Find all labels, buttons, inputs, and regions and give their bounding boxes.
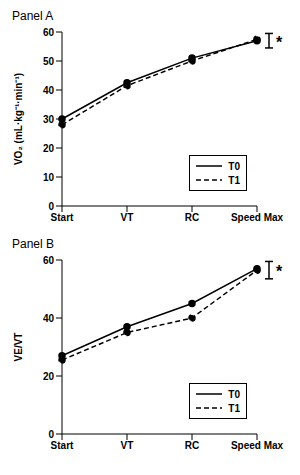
svg-text:60: 60 xyxy=(43,27,55,38)
svg-text:60: 60 xyxy=(43,255,55,266)
svg-text:*: * xyxy=(276,34,283,51)
svg-text:VT: VT xyxy=(121,212,134,223)
html-text:T1: T1 xyxy=(228,174,240,186)
svg-text:RC: RC xyxy=(185,440,199,451)
svg-text:40: 40 xyxy=(43,313,55,324)
svg-text:Speed Max: Speed Max xyxy=(231,212,284,223)
svg-text:10: 10 xyxy=(43,172,55,183)
html-text:T1: T1 xyxy=(228,402,240,414)
svg-text:VE/VT: VE/VT xyxy=(13,333,24,362)
svg-text:20: 20 xyxy=(43,143,55,154)
svg-text:VO₂ (mL·kg⁻¹·min⁻¹): VO₂ (mL·kg⁻¹·min⁻¹) xyxy=(13,73,24,165)
html-text:Panel A: Panel A xyxy=(12,9,54,23)
html-text:T0: T0 xyxy=(228,388,240,400)
svg-text:50: 50 xyxy=(43,56,55,67)
svg-text:Start: Start xyxy=(51,212,74,223)
svg-text:40: 40 xyxy=(43,85,55,96)
svg-text:*: * xyxy=(276,263,283,280)
svg-text:RC: RC xyxy=(185,212,199,223)
svg-text:VT: VT xyxy=(121,440,134,451)
svg-text:0: 0 xyxy=(48,201,54,212)
html-text:T0: T0 xyxy=(228,160,240,172)
svg-text:30: 30 xyxy=(43,114,55,125)
svg-text:0: 0 xyxy=(48,429,54,440)
svg-text:Speed Max: Speed Max xyxy=(231,440,284,451)
svg-text:Start: Start xyxy=(51,440,74,451)
svg-text:20: 20 xyxy=(43,371,55,382)
html-text:Panel B: Panel B xyxy=(12,237,54,251)
